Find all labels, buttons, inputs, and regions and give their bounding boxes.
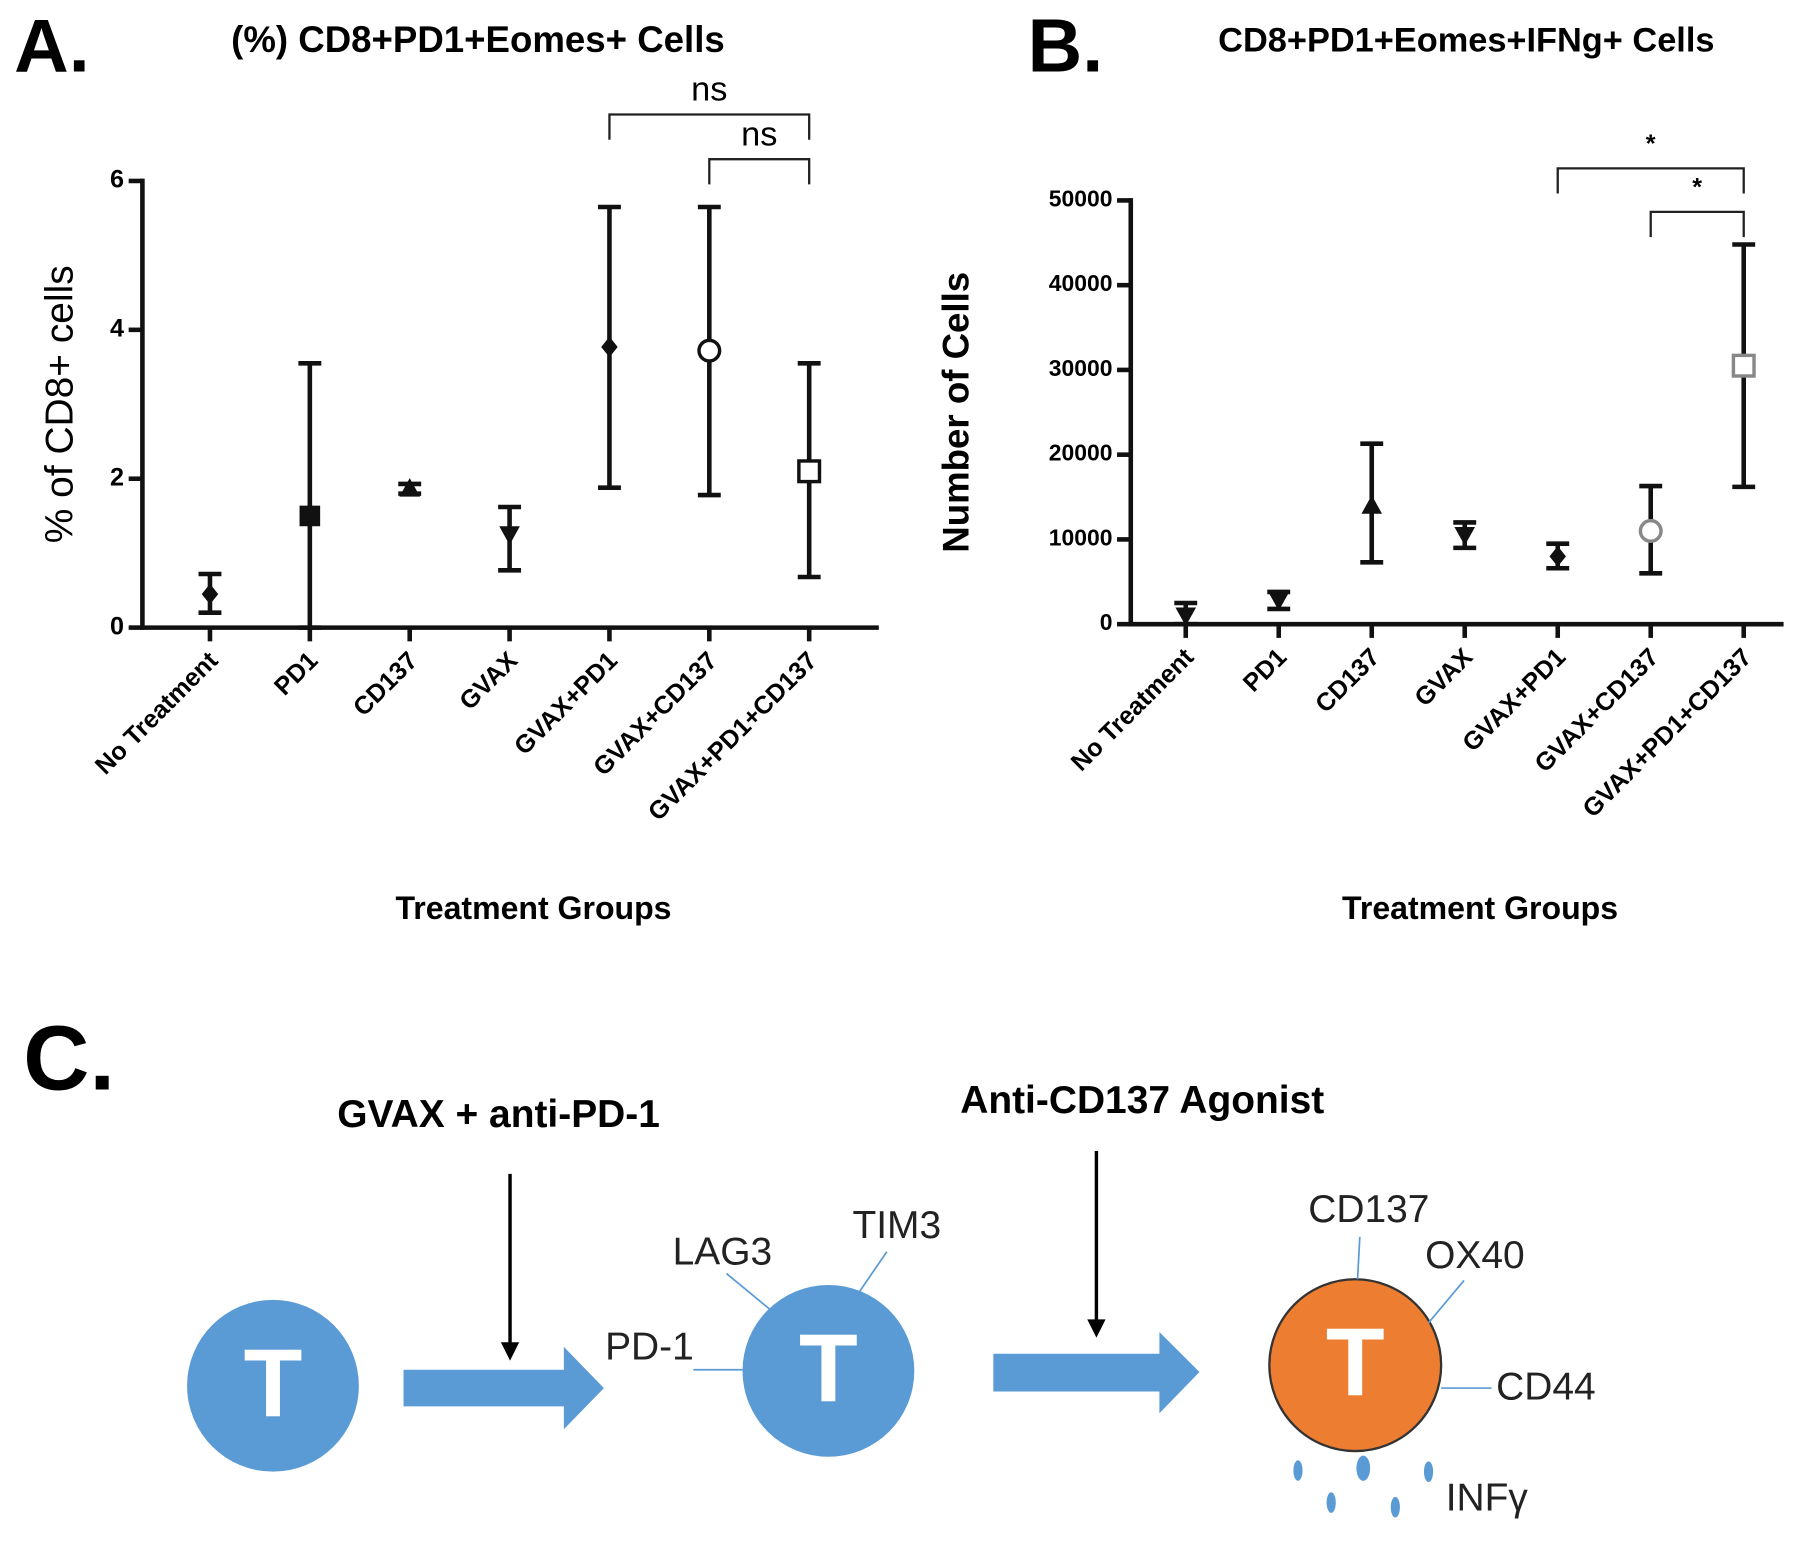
marker	[299, 505, 321, 527]
connector	[858, 1251, 888, 1293]
cell-label: T	[799, 1315, 858, 1422]
cell-label: T	[1326, 1309, 1385, 1416]
significance-bracket	[1556, 167, 1745, 194]
marker	[1549, 546, 1566, 567]
chart-title: CD8+PD1+Eomes+IFNg+ Cells	[1218, 21, 1714, 59]
droplet	[1423, 1461, 1434, 1482]
connector	[1427, 1279, 1465, 1324]
y-tick-label: 50000	[1049, 185, 1113, 211]
y-tick-label: 6	[110, 166, 124, 194]
significance-label: ns	[691, 71, 727, 109]
droplet	[1326, 1492, 1336, 1513]
y-tick-label: 0	[1100, 609, 1113, 635]
panel-label: C.	[23, 1007, 115, 1109]
marker	[1454, 526, 1476, 546]
marker-label: LAG3	[673, 1230, 773, 1273]
marker	[1175, 607, 1197, 627]
panel-label: B.	[1028, 5, 1104, 89]
marker	[697, 338, 722, 363]
big-arrow	[993, 1331, 1200, 1414]
significance-bracket	[708, 158, 811, 185]
significance-bracket	[608, 113, 811, 140]
marker-label: CD44	[1496, 1365, 1596, 1408]
marker	[1268, 592, 1290, 611]
panel-label: A.	[14, 5, 90, 89]
marker	[201, 583, 219, 605]
x-tick-label: GVAX	[1409, 643, 1478, 712]
marker-label: TIM3	[852, 1204, 941, 1247]
droplet	[1390, 1496, 1400, 1518]
significance-bracket	[1649, 210, 1745, 238]
t-cell	[1268, 1278, 1443, 1453]
x-tick-label: GVAX	[454, 646, 523, 715]
y-axis-label: Number of Cells	[936, 272, 977, 553]
x-tick-label: No Treatment	[1066, 643, 1200, 777]
x-tick-label: PD1	[1238, 643, 1292, 697]
droplet	[1356, 1455, 1371, 1481]
y-tick-label: 30000	[1049, 355, 1113, 381]
marker	[499, 526, 520, 545]
x-axis-label: Treatment Groups	[396, 890, 672, 926]
x-axis-label: Treatment Groups	[1342, 890, 1618, 926]
t-cell	[742, 1284, 915, 1457]
big-arrow	[403, 1346, 604, 1430]
marker	[1361, 495, 1383, 514]
y-tick-label: 4	[110, 314, 124, 342]
step-label: GVAX + anti-PD-1	[337, 1093, 660, 1136]
x-tick-label: GVAX+PD1+CD137	[643, 647, 823, 827]
chart-title: (%) CD8+PD1+Eomes+ Cells	[231, 19, 725, 60]
y-axis-label: % of CD8+ cells	[39, 265, 82, 543]
connector	[1356, 1236, 1361, 1280]
marker-label: OX40	[1425, 1234, 1525, 1277]
connector	[725, 1272, 773, 1312]
cell-label: T	[244, 1330, 303, 1437]
x-tick-label: PD1	[269, 647, 323, 701]
x-tick-label: No Treatment	[90, 646, 224, 780]
arrow-head	[500, 1342, 520, 1361]
x-tick-label: CD137	[1310, 643, 1385, 718]
y-tick-label: 40000	[1049, 270, 1113, 296]
y-tick-label: 0	[110, 612, 124, 640]
marker	[1638, 518, 1663, 543]
step-label: Anti-CD137 Agonist	[960, 1079, 1324, 1122]
marker	[601, 336, 618, 358]
arrow-head	[1087, 1319, 1106, 1338]
y-tick-label: 2	[110, 463, 124, 491]
x-tick-label: GVAX+PD1+CD137	[1577, 643, 1757, 823]
x-tick-label: CD137	[348, 647, 423, 722]
droplet	[1293, 1460, 1303, 1481]
diagram: C. GVAX + anti-PD-1 Anti-CD137 Agonist T…	[23, 1007, 1595, 1519]
marker-label: PD-1	[605, 1325, 694, 1368]
marker-label: INFγ	[1446, 1477, 1529, 1520]
significance-label: *	[1646, 130, 1656, 158]
y-tick-label: 20000	[1049, 440, 1113, 466]
marker	[399, 478, 421, 497]
marker	[1731, 353, 1756, 378]
significance-label: ns	[741, 115, 777, 153]
significance-label: *	[1692, 174, 1702, 202]
y-tick-label: 10000	[1049, 524, 1113, 550]
marker-label: CD137	[1308, 1188, 1429, 1231]
t-cell	[187, 1299, 359, 1472]
marker	[797, 459, 822, 484]
